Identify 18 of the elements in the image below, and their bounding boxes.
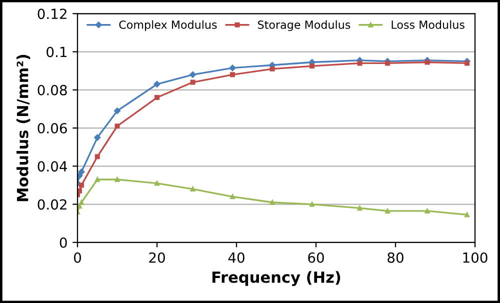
y-tick-label: 0.02 — [38, 199, 66, 210]
y-tick-label: 0.04 — [38, 161, 67, 172]
y-tick-label: 0.1 — [46, 46, 66, 58]
y-axis-title: Modulus (N/mm²) — [16, 54, 30, 202]
y-tick-label: 0 — [60, 237, 67, 248]
legend-label: Loss Modulus — [392, 20, 464, 29]
x-axis-title: Frequency (Hz) — [212, 271, 340, 286]
x-tick-label: 80 — [388, 252, 404, 263]
y-tick-label: 0.06 — [38, 122, 67, 134]
legend-label: Complex Modulus — [119, 20, 217, 32]
x-tick-label: 0 — [74, 252, 81, 263]
x-tick-label: 100 — [463, 252, 488, 263]
y-tick-label: 0.12 — [38, 8, 66, 20]
legend-label: Storage Modulus — [258, 20, 350, 32]
x-tick-label: 20 — [149, 252, 165, 263]
y-tick-label: 0.08 — [38, 84, 67, 96]
x-tick-label: 40 — [228, 252, 244, 263]
x-tick-label: 60 — [308, 252, 324, 263]
